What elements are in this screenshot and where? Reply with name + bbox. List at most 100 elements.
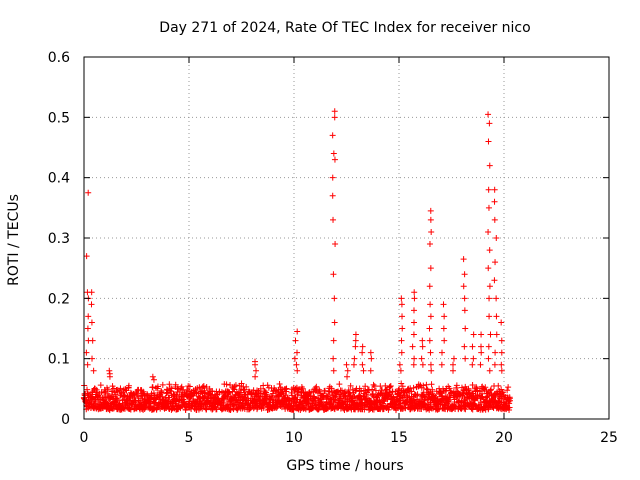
data-point [485, 228, 492, 235]
data-point [460, 256, 467, 263]
data-point [83, 253, 90, 260]
data-point [237, 389, 244, 396]
data-point [493, 331, 500, 338]
data-point [218, 389, 225, 396]
axis-ticks: 0 5 10 15 20 25 0 0.1 0.2 0.3 0.4 0.5 0.6 [48, 50, 618, 446]
data-point [200, 382, 207, 389]
y-tick-label: 0.5 [48, 110, 70, 126]
data-point [330, 216, 337, 223]
data-point [213, 406, 220, 413]
data-point [260, 404, 267, 411]
data-point [253, 367, 260, 374]
data-point [356, 405, 363, 412]
data-point [410, 331, 417, 338]
data-point [331, 295, 338, 302]
data-point [492, 349, 499, 356]
data-point [450, 361, 457, 368]
data-point [283, 385, 290, 392]
data-point [486, 367, 493, 374]
data-point [486, 295, 493, 302]
data-point [470, 331, 477, 338]
data-point [485, 265, 492, 272]
data-point [261, 388, 268, 395]
data-point [398, 295, 405, 302]
y-tick-label: 0.6 [48, 50, 70, 66]
data-point [428, 367, 435, 374]
data-point [485, 111, 492, 118]
data-point [371, 383, 378, 390]
data-point [368, 355, 375, 362]
data-point [150, 376, 157, 383]
data-point [491, 277, 498, 284]
data-point [157, 390, 164, 397]
data-point [330, 271, 337, 278]
data-point [186, 398, 193, 405]
data-point [440, 325, 447, 332]
data-point [487, 331, 494, 338]
data-point [294, 349, 300, 356]
data-point [446, 385, 453, 392]
data-point [293, 361, 300, 368]
data-point [428, 381, 435, 388]
data-point [462, 406, 469, 413]
data-point [410, 384, 417, 391]
data-point [89, 355, 96, 362]
data-point [461, 295, 468, 302]
data-point [223, 381, 230, 388]
data-point [421, 400, 428, 407]
data-point [408, 388, 415, 395]
data-point [485, 355, 492, 362]
data-point [332, 241, 339, 248]
data-point [461, 271, 468, 278]
data-point [469, 382, 476, 389]
data-point [498, 367, 505, 374]
data-point [396, 396, 403, 403]
data-point [427, 301, 434, 308]
data-point [329, 132, 336, 139]
data-point [359, 361, 366, 368]
data-point [119, 400, 126, 407]
data-point [243, 383, 250, 390]
x-axis-label: GPS time / hours [286, 458, 403, 474]
data-point [82, 396, 89, 403]
data-point [359, 349, 366, 356]
data-point [381, 397, 388, 404]
x-tick-label: 15 [390, 430, 408, 446]
data-point [402, 405, 409, 412]
data-point [498, 361, 505, 368]
data-point [92, 400, 99, 407]
data-point [106, 367, 113, 374]
data-point [411, 295, 418, 302]
data-point [149, 384, 156, 391]
data-point [178, 383, 185, 390]
data-point [493, 313, 500, 320]
data-point [486, 120, 493, 127]
data-point [95, 392, 102, 399]
data-point [487, 387, 494, 394]
data-point [386, 383, 393, 390]
data-point [485, 186, 492, 193]
data-point [175, 386, 182, 393]
data-point [343, 361, 350, 368]
x-tick-label: 10 [285, 430, 303, 446]
data-point [495, 382, 502, 389]
data-point [507, 397, 514, 404]
data-point [330, 367, 337, 374]
data-point [470, 355, 477, 362]
data-point [462, 355, 469, 362]
data-point [195, 406, 202, 413]
data-point [468, 405, 475, 412]
data-point [186, 383, 193, 390]
data-point [203, 406, 210, 413]
data-point [307, 392, 314, 399]
data-point [504, 387, 511, 394]
data-point [331, 396, 338, 403]
data-point [427, 216, 434, 223]
data-point [450, 367, 457, 374]
data-point [411, 355, 418, 362]
data-point [159, 393, 166, 400]
data-point [330, 150, 337, 157]
data-point [478, 343, 485, 350]
data-point [477, 361, 484, 368]
